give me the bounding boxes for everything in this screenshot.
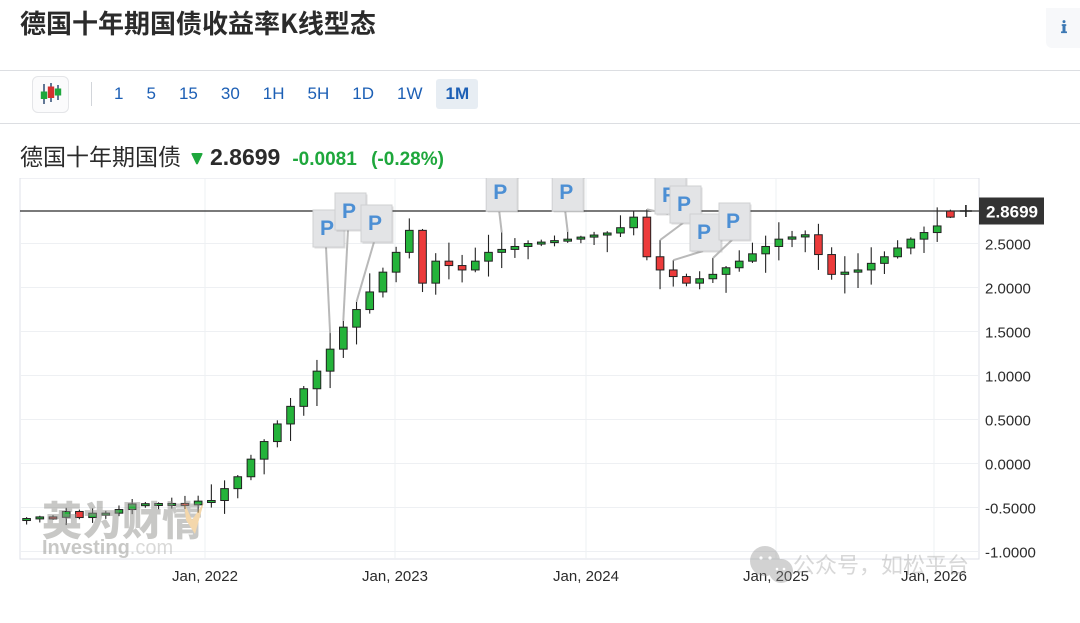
svg-text:2.0000: 2.0000 [985, 281, 1031, 298]
svg-text:Jan, 2023: Jan, 2023 [362, 568, 428, 585]
svg-text:-1.0000: -1.0000 [985, 545, 1036, 562]
svg-text:P: P [677, 193, 691, 216]
svg-text:P: P [320, 217, 334, 240]
svg-text:-0.5000: -0.5000 [985, 501, 1036, 518]
svg-text:P: P [342, 200, 356, 223]
svg-text:Investing.com: Investing.com [42, 537, 173, 559]
svg-text:0.5000: 0.5000 [985, 413, 1031, 430]
svg-text:1.0000: 1.0000 [985, 369, 1031, 386]
svg-text:P: P [493, 181, 507, 204]
svg-text:P: P [697, 221, 711, 244]
svg-text:公众号，如松平台: 公众号，如松平台 [793, 553, 969, 578]
svg-text:Jan, 2022: Jan, 2022 [172, 568, 238, 585]
svg-text:P: P [559, 181, 573, 204]
svg-text:2.5000: 2.5000 [985, 237, 1031, 254]
svg-text:0.0000: 0.0000 [985, 457, 1031, 474]
svg-text:P: P [726, 210, 740, 233]
svg-text:Jan, 2024: Jan, 2024 [553, 568, 619, 585]
svg-text:P: P [368, 212, 382, 235]
svg-text:1.5000: 1.5000 [985, 325, 1031, 342]
svg-text:2.8699: 2.8699 [986, 203, 1038, 222]
